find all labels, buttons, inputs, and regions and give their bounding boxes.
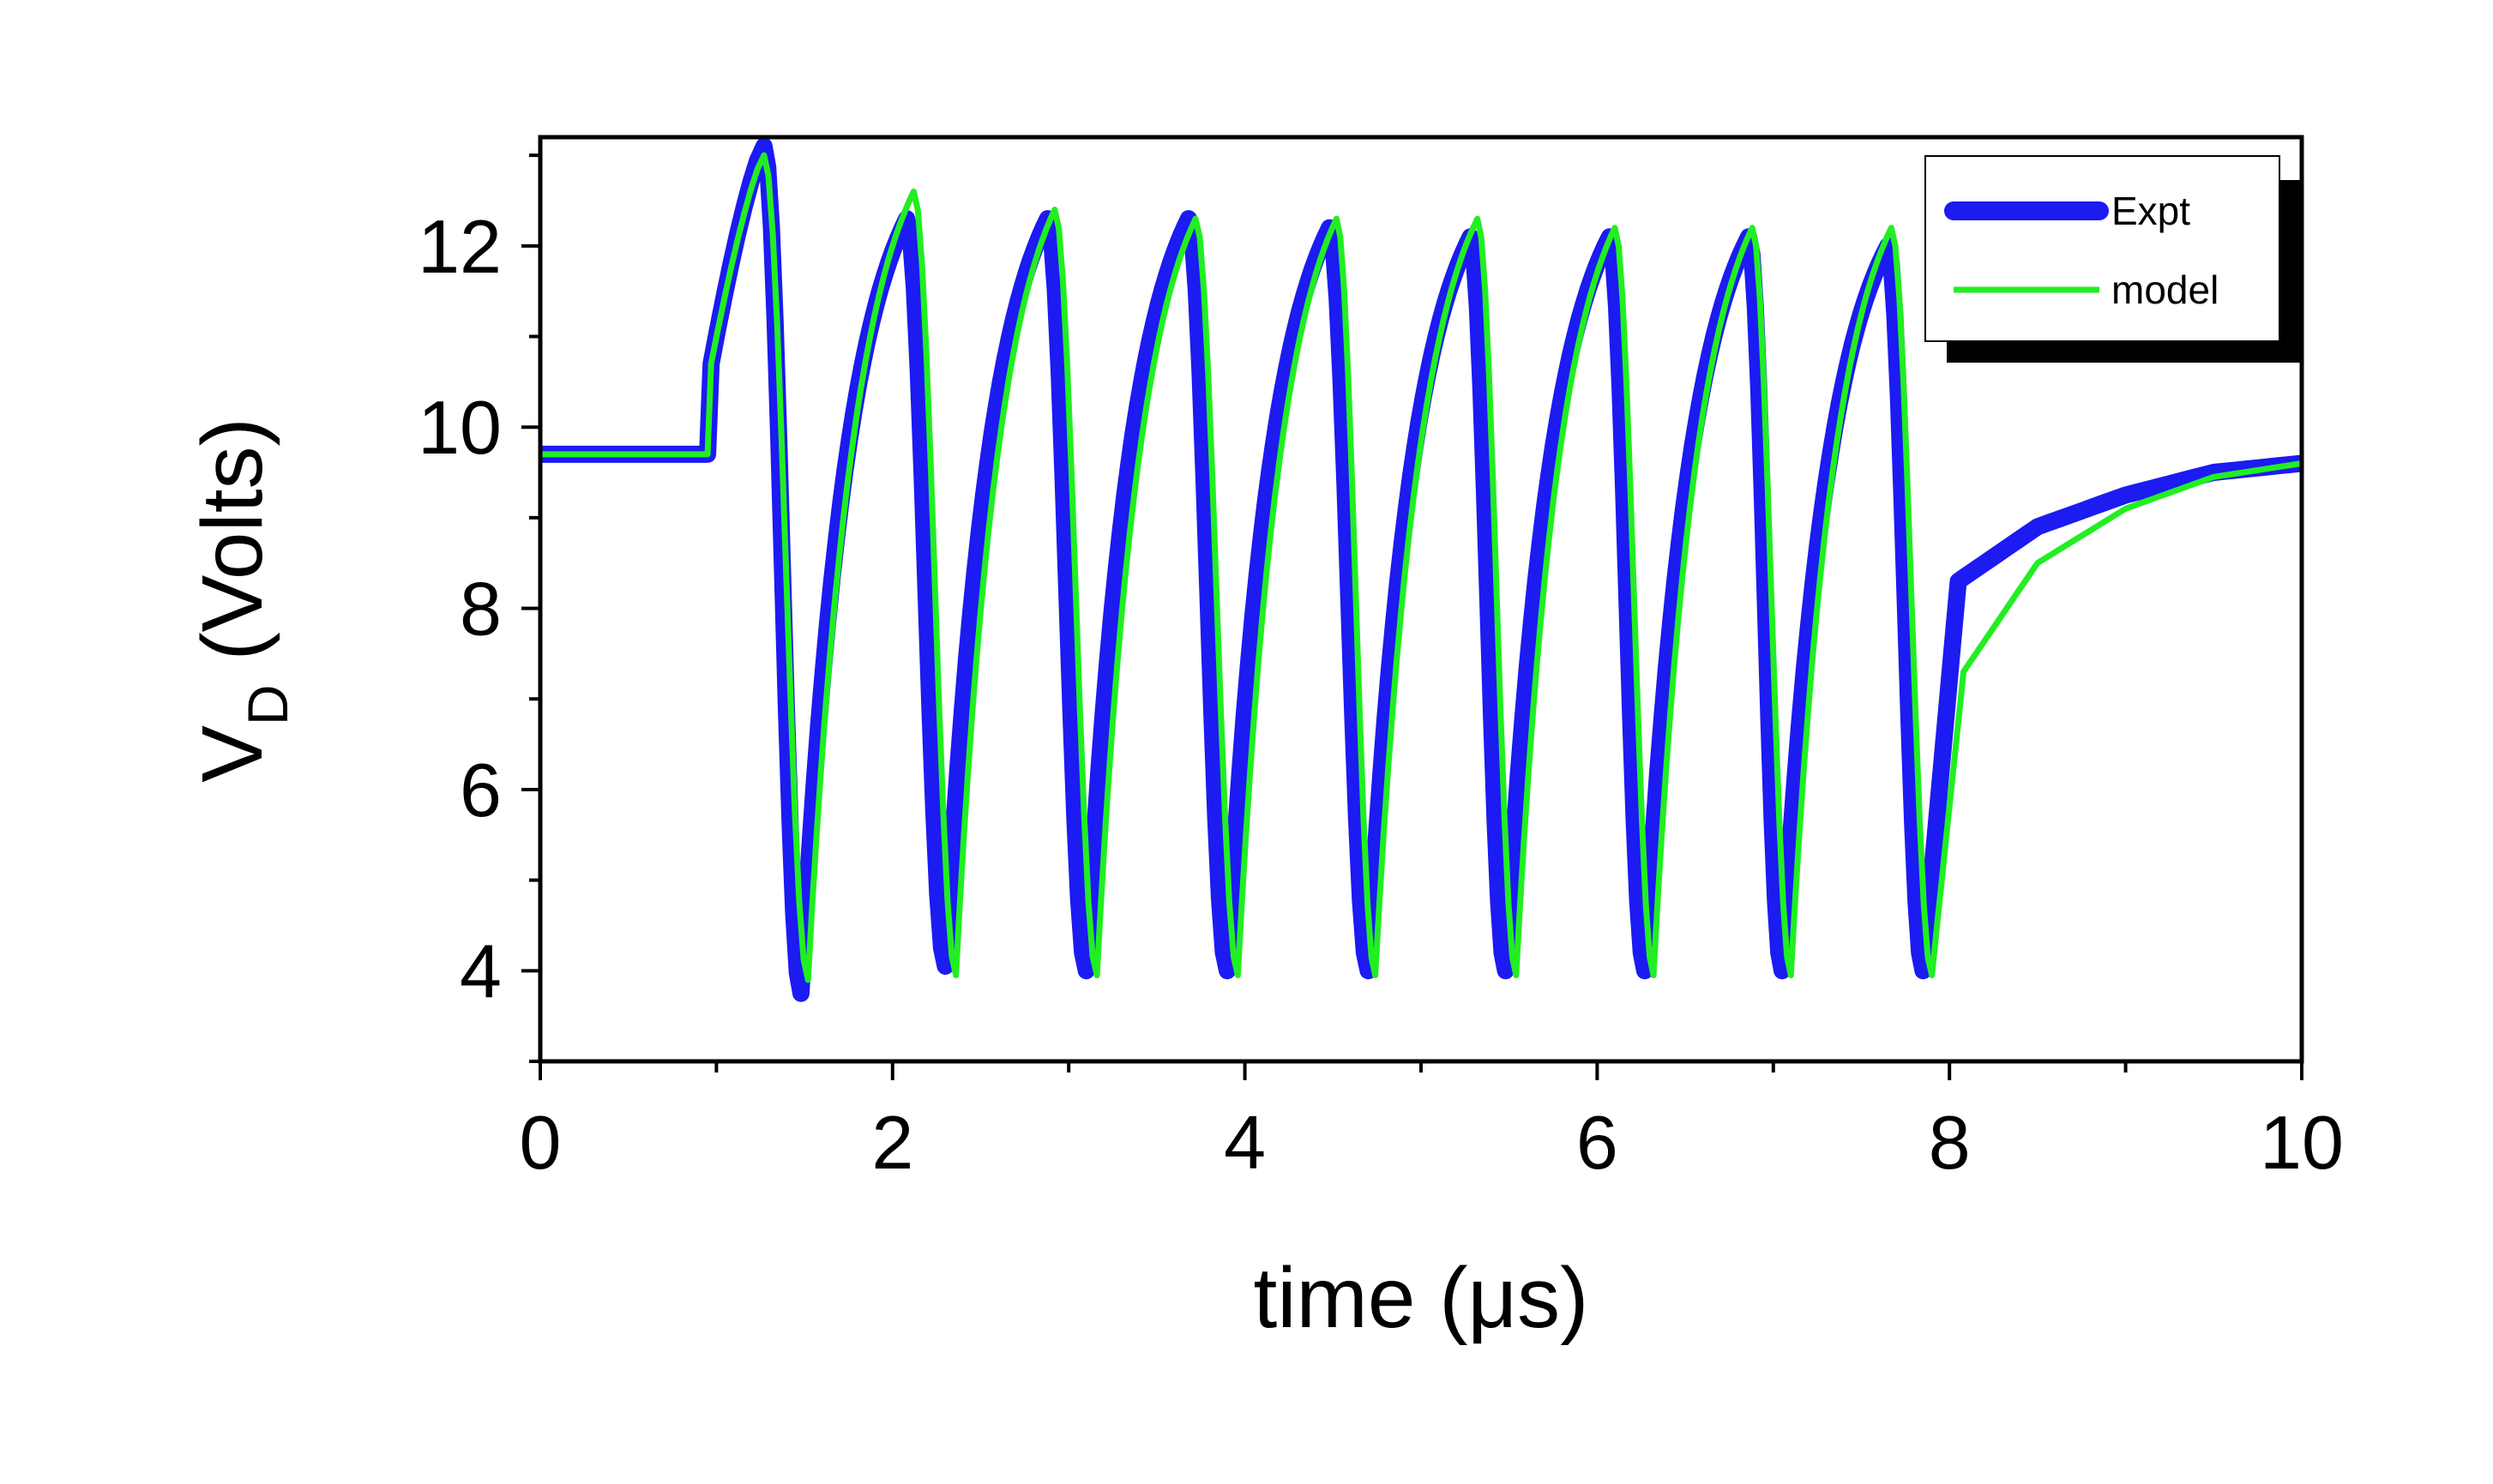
y-tick-label: 8 xyxy=(460,567,502,652)
y-tick-label: 4 xyxy=(460,928,502,1013)
legend-label-model: model xyxy=(2111,267,2219,312)
x-tick-label: 2 xyxy=(871,1100,913,1185)
x-tick-label: 6 xyxy=(1576,1100,1618,1185)
y-axis-title-main: V xyxy=(184,725,280,783)
svg-text:VD (Volts): VD (Volts) xyxy=(184,418,299,783)
axis-ticks xyxy=(521,153,2303,1080)
x-axis-title: time (μs) xyxy=(1254,1250,1589,1346)
series-layer xyxy=(540,137,2302,1002)
legend-label-expt: Expt xyxy=(2111,189,2190,233)
axis-tick-labels: 0 2 4 6 8 10 4 6 8 10 12 xyxy=(418,204,2344,1185)
y-axis-title-suffix: (Volts) xyxy=(184,418,280,684)
x-tick-label: 0 xyxy=(520,1100,562,1185)
x-tick-label: 8 xyxy=(1929,1100,1971,1185)
y-tick-label: 12 xyxy=(418,204,502,289)
y-tick-label: 6 xyxy=(460,748,502,832)
x-tick-label: 4 xyxy=(1224,1100,1266,1185)
x-tick-label: 10 xyxy=(2260,1100,2344,1185)
legend: Expt model xyxy=(1924,155,2301,363)
y-axis-title: VD (Volts) xyxy=(184,418,299,783)
legend-box xyxy=(1924,155,2280,342)
plot-area xyxy=(540,137,2302,1002)
series-line-model xyxy=(540,152,2302,983)
y-tick-label: 10 xyxy=(418,385,502,470)
y-axis-title-subscript: D xyxy=(236,684,299,725)
